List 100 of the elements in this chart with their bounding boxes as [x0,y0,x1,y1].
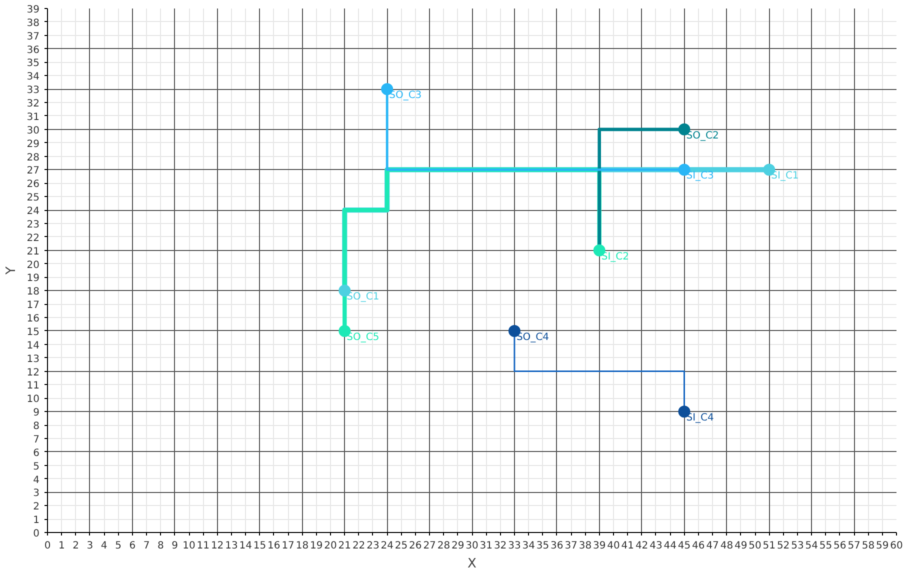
x-tick-label: 41 [621,540,634,552]
x-tick-label: 10 [182,540,196,552]
x-tick-label: 46 [692,540,705,552]
x-tick-label: 29 [451,540,464,552]
x-axis-title: X [468,556,477,572]
y-tick-label: 18 [26,286,40,298]
x-tick-label: 49 [734,540,748,552]
x-tick-label: 56 [834,540,846,552]
x-tick-label: 58 [862,540,875,552]
x-tick-label: 21 [338,540,352,552]
y-tick-label: 26 [26,179,40,190]
x-tick-label: 15 [253,540,266,552]
x-tick-label: 0 [44,540,51,552]
y-tick-label: 9 [33,408,40,419]
y-tick-label: 25 [26,192,40,204]
x-tick-label: 19 [310,540,323,552]
x-tick-label: 51 [762,540,776,552]
y-tick-label: 8 [33,421,40,432]
x-tick-label: 18 [296,540,309,552]
y-tick-label: 35 [26,58,40,70]
x-tick-label: 43 [650,540,662,552]
x-tick-label: 55 [819,540,832,552]
x-tick-label: 16 [268,540,280,552]
x-tick-label: 13 [225,540,238,552]
x-tick-label: 6 [129,540,136,552]
y-tick-label: 19 [26,273,40,284]
y-tick-label: 36 [26,44,40,56]
x-tick-label: 9 [172,540,178,552]
x-tick-label: 2 [72,540,79,552]
y-tick-label: 32 [26,98,40,110]
x-tick-label: 28 [437,540,450,552]
x-tick-label: 54 [805,540,818,552]
x-tick-label: 52 [776,540,790,552]
x-tick-label: 47 [706,540,719,552]
x-tick-label: 34 [522,540,535,552]
x-tick-label: 36 [550,540,564,552]
x-tick-label: 31 [480,540,493,552]
x-tick-label: 24 [380,540,394,552]
x-tick-label: 26 [409,540,422,552]
y-tick-label: 13 [26,354,40,365]
x-tick-label: 11 [196,540,210,552]
y-tick-label: 15 [26,326,40,338]
x-tick-label: 38 [578,540,592,552]
y-tick-label: 2 [33,502,40,513]
x-tick-label: 40 [607,540,620,552]
x-tick-label: 33 [508,540,521,552]
y-tick-label: 34 [26,72,40,83]
x-tick-label: 59 [876,540,889,552]
y-tick-label: 28 [26,152,40,164]
x-tick-label: 17 [282,540,294,552]
y-tick-label: 39 [26,4,40,16]
y-tick-label: 10 [26,394,40,406]
y-tick-label: 12 [26,367,40,378]
y-tick-label: 16 [26,314,40,325]
x-tick-label: 25 [394,540,408,552]
y-axis-title: Y [4,266,19,276]
x-tick-label: 8 [158,540,164,552]
x-tick-label: 35 [536,540,550,552]
y-tick-label: 4 [33,474,40,486]
x-tick-label: 32 [494,540,507,552]
x-tick-label: 45 [678,540,691,552]
y-tick-label: 7 [33,434,40,446]
x-tick-label: 50 [748,540,762,552]
x-tick-label: 42 [635,540,648,552]
y-tick-label: 23 [26,219,40,230]
y-tick-label: 5 [33,461,40,472]
y-tick-label: 11 [26,380,40,392]
x-tick-label: 22 [352,540,366,552]
y-tick-label: 3 [33,488,40,500]
x-tick-label: 1 [58,540,65,552]
x-tick-label: 39 [592,540,606,552]
x-tick-label: 30 [466,540,478,552]
y-tick-label: 30 [26,125,40,136]
y-tick-label: 37 [26,31,40,42]
y-tick-label: 27 [26,166,40,177]
y-tick-label: 6 [33,448,40,459]
x-tick-label: 4 [100,540,108,552]
x-tick-label: 53 [791,540,804,552]
y-tick-label: 38 [26,18,40,29]
y-tick-label: 22 [26,232,40,244]
x-tick-label: 23 [366,540,380,552]
y-tick-label: 17 [26,300,40,312]
x-tick-label: 44 [664,540,676,552]
y-tick-label: 29 [26,138,40,150]
x-tick-label: 12 [210,540,224,552]
x-tick-label: 7 [143,540,150,552]
y-tick-label: 31 [26,112,40,123]
y-tick-label: 1 [33,515,40,526]
y-tick-label: 21 [26,246,40,258]
x-tick-label: 37 [564,540,578,552]
y-tick-label: 33 [26,85,40,96]
y-tick-label: 20 [26,260,40,271]
x-tick-label: 5 [115,540,122,552]
x-tick-label: 57 [848,540,860,552]
y-tick-label: 14 [26,340,40,352]
y-tick-label: 24 [26,206,40,218]
x-tick-label: 3 [86,540,94,552]
y-tick-label: 0 [33,528,40,540]
x-tick-label: 48 [720,540,734,552]
x-tick-label: 27 [423,540,436,552]
